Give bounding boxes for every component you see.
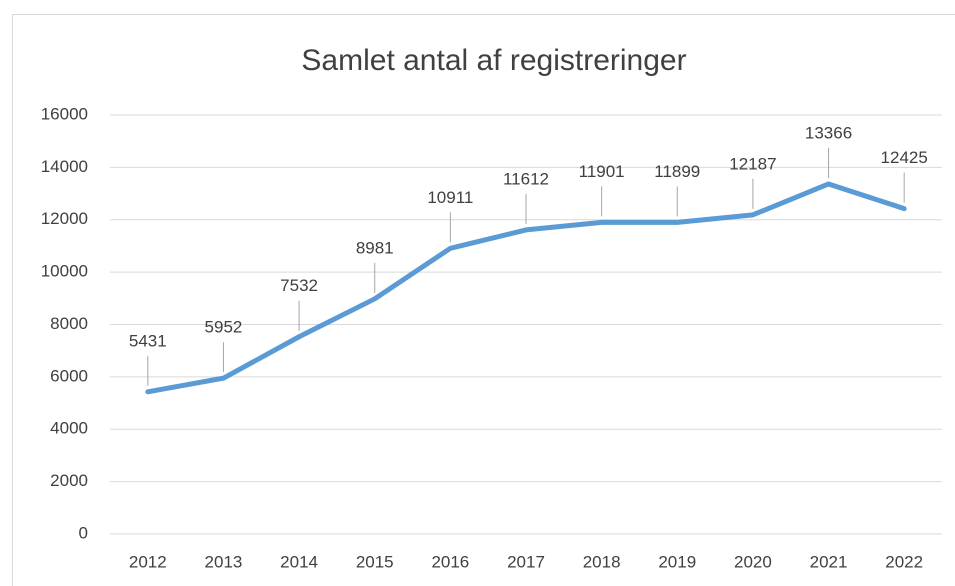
chart-border	[12, 14, 955, 586]
data-label: 5431	[129, 331, 167, 350]
x-tick-label: 2015	[356, 552, 394, 571]
x-tick-label: 2012	[129, 552, 167, 571]
y-tick-label: 6000	[50, 366, 88, 385]
x-tick-label: 2022	[885, 552, 923, 571]
y-tick-label: 16000	[41, 104, 88, 123]
data-label: 13366	[805, 123, 852, 142]
data-label: 7532	[280, 276, 318, 295]
x-tick-label: 2019	[658, 552, 696, 571]
data-label: 11901	[579, 162, 625, 181]
data-label: 8981	[356, 238, 394, 257]
x-tick-label: 2016	[431, 552, 469, 571]
data-line	[145, 181, 907, 395]
x-tick-label: 2020	[734, 552, 772, 571]
x-tick-label: 2014	[280, 552, 318, 571]
x-tick-label: 2013	[205, 552, 243, 571]
y-tick-label: 2000	[50, 471, 88, 490]
y-tick-label: 8000	[50, 314, 88, 333]
data-label: 11899	[654, 162, 700, 181]
x-tick-label: 2017	[507, 552, 545, 571]
y-tick-label: 4000	[50, 419, 88, 438]
data-label: 11612	[503, 169, 549, 188]
y-tick-label: 12000	[41, 209, 88, 228]
y-tick-label: 10000	[41, 262, 88, 281]
data-label: 12187	[729, 154, 776, 173]
x-tick-label: 2021	[810, 552, 848, 571]
data-label: 5952	[205, 318, 243, 337]
data-label: 12425	[881, 148, 928, 167]
chart-title: Samlet antal af registreringer	[301, 44, 686, 77]
y-tick-label: 0	[79, 523, 88, 542]
data-label: 10911	[427, 188, 473, 207]
y-tick-label: 14000	[41, 157, 88, 176]
x-tick-label: 2018	[583, 552, 621, 571]
